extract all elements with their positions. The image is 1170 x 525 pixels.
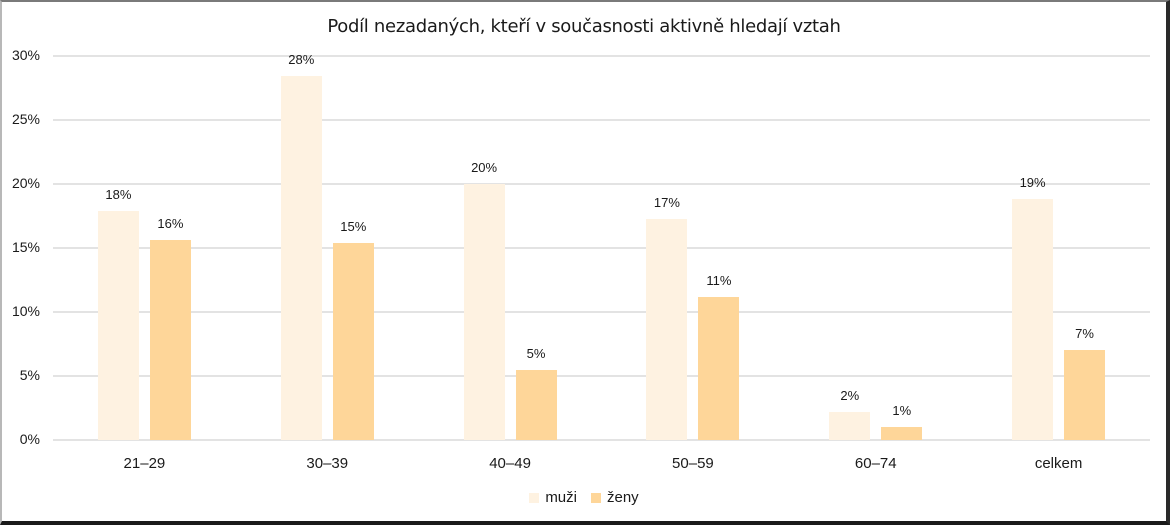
y-tick-label: 25% xyxy=(11,111,40,127)
data-label: 5% xyxy=(526,345,546,361)
x-tick-label: 30–39 xyxy=(306,455,349,472)
data-label: 18% xyxy=(105,186,132,202)
gridline xyxy=(53,247,1150,249)
x-tick-label: 50–59 xyxy=(672,455,714,472)
bar-zeny[interactable] xyxy=(332,242,374,440)
data-label: 28% xyxy=(288,52,315,68)
legend-swatch-icon xyxy=(590,492,601,503)
chart-title: Podíl nezadaných, kteří v současnosti ak… xyxy=(327,16,841,37)
data-label: 17% xyxy=(653,194,680,210)
y-tick-label: 15% xyxy=(11,239,40,255)
gridline xyxy=(53,183,1150,185)
data-label: 19% xyxy=(1019,175,1046,191)
bar-zeny[interactable] xyxy=(698,296,740,440)
y-tick-label: 0% xyxy=(19,431,40,447)
bar-zeny[interactable] xyxy=(1064,350,1106,440)
bar-zeny[interactable] xyxy=(149,240,191,440)
data-label: 2% xyxy=(840,387,860,403)
gridline xyxy=(53,55,1150,57)
legend-swatch-icon xyxy=(529,492,540,503)
data-label: 7% xyxy=(1075,326,1094,342)
y-tick-label: 10% xyxy=(11,303,40,319)
bar-muzi[interactable] xyxy=(97,210,139,440)
x-tick-label: celkem xyxy=(1034,455,1083,472)
data-label: 11% xyxy=(706,272,732,288)
gridline xyxy=(53,439,1150,441)
data-label: 1% xyxy=(892,403,912,419)
gridline xyxy=(53,311,1150,313)
legend: muži ženy xyxy=(2,489,1166,506)
bar-muzi[interactable] xyxy=(280,76,322,440)
data-label: 20% xyxy=(471,160,498,175)
x-tick-label: 40–49 xyxy=(489,455,531,472)
data-label: 15% xyxy=(340,218,367,234)
data-label: 16% xyxy=(157,216,184,232)
bar-zeny[interactable] xyxy=(515,369,557,440)
legend-item-zeny[interactable]: ženy xyxy=(590,489,639,506)
bar-muzi[interactable] xyxy=(829,411,871,440)
y-tick-label: 30% xyxy=(11,47,40,63)
x-tick-label: 60–74 xyxy=(854,455,897,472)
legend-label: ženy xyxy=(606,489,639,506)
bar-muzi[interactable] xyxy=(1012,199,1054,440)
bar-zeny[interactable] xyxy=(881,427,923,440)
bar-muzi[interactable] xyxy=(463,184,505,440)
y-tick-label: 5% xyxy=(19,367,40,383)
legend-item-muzi[interactable]: muži xyxy=(529,489,577,506)
gridline xyxy=(53,119,1150,121)
gridline xyxy=(53,375,1150,377)
legend-label: muži xyxy=(545,489,577,506)
y-tick-label: 20% xyxy=(11,175,40,191)
x-tick-label: 21–29 xyxy=(123,455,166,472)
bar-muzi[interactable] xyxy=(646,218,688,440)
